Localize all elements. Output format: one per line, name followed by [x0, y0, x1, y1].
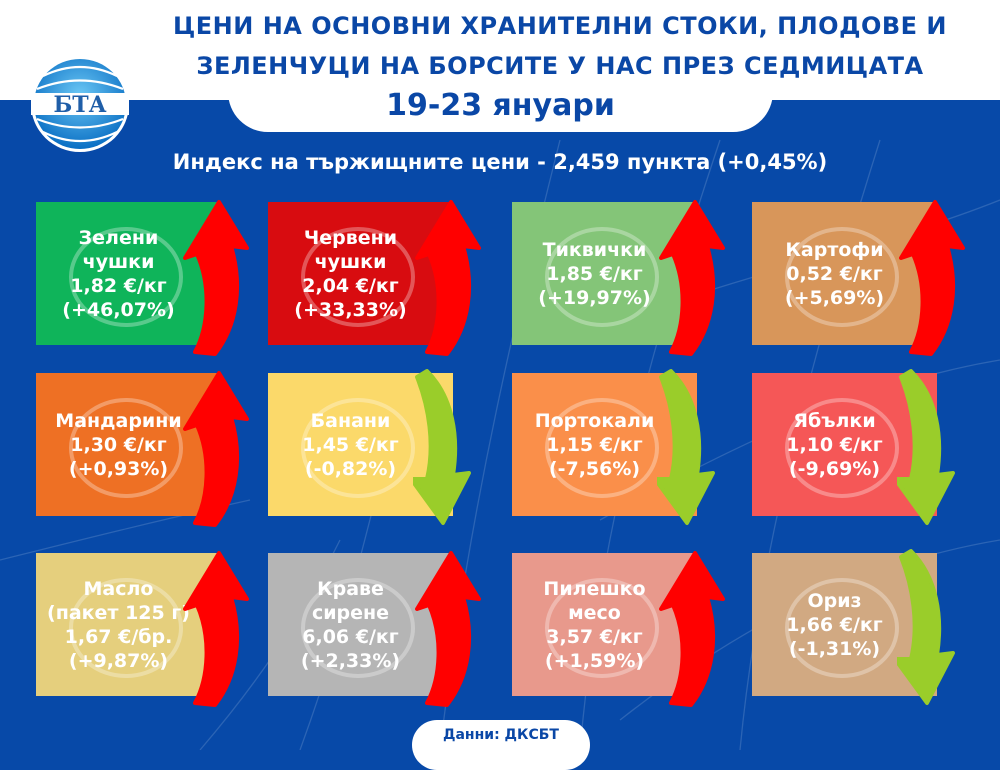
tile-background [512, 202, 697, 345]
zucchini-icon [545, 227, 659, 327]
price-tile-1: Зелени чушки 1,82 €/кг (+46,07%) [36, 200, 249, 356]
product-change: (+2,33%) [300, 649, 401, 672]
product-change: (-7,56%) [548, 457, 641, 480]
product-price: 2,04 €/кг [302, 274, 399, 297]
arrow-down-icon [897, 369, 955, 525]
tile-background [752, 202, 937, 345]
product-name-line1: Зелени [78, 226, 159, 249]
product-price: 6,06 €/кг [302, 625, 399, 648]
product-name-line2: чушки [82, 250, 155, 273]
product-name-line1: Пилешко [543, 577, 646, 600]
product-change: (+33,33%) [294, 298, 407, 321]
butter-icon [69, 578, 183, 678]
product-change: (+9,87%) [68, 649, 169, 672]
arrow-up-icon [183, 371, 249, 527]
product-name-line2: сирене [311, 601, 390, 624]
tile-background [36, 202, 221, 345]
arrow-up-icon [415, 200, 481, 356]
product-price: 1,45 €/кг [302, 433, 399, 456]
price-tile-10: Краве сирене 6,06 €/кг (+2,33%) [268, 551, 481, 707]
arrow-up-icon [183, 200, 249, 356]
chicken-icon [545, 578, 659, 678]
product-name-line1: Червени [303, 226, 398, 249]
arrow-up-icon [183, 551, 249, 707]
price-tile-11: Пилешко месо 3,57 €/кг (+1,59%) [512, 551, 725, 707]
product-name-line1: Тиквички [542, 238, 647, 261]
product-price: 1,15 €/кг [546, 433, 643, 456]
product-name-line2: (пакет 125 г) [47, 601, 190, 624]
product-name-line2: месо [568, 601, 621, 624]
product-change: (+5,69%) [784, 286, 885, 309]
arrow-down-icon [897, 549, 955, 705]
page-title-line2: ЗЕЛЕНЧУЦИ НА БОРСИТЕ У НАС ПРЕЗ СЕДМИЦАТ… [196, 52, 924, 80]
arrow-down-icon [657, 369, 715, 525]
product-change: (+46,07%) [62, 298, 175, 321]
product-name-line1: Портокали [534, 409, 655, 432]
product-change: (+1,59%) [544, 649, 645, 672]
product-change: (-9,69%) [788, 457, 881, 480]
arrow-down-icon [413, 369, 471, 525]
tile-background [36, 373, 221, 516]
banana-icon [301, 398, 415, 498]
price-tile-8: Ябълки 1,10 €/кг (-9,69%) [752, 369, 955, 525]
product-change: (-0,82%) [304, 457, 397, 480]
svg-text:БТА: БТА [53, 92, 106, 118]
pepper-icon [69, 227, 183, 327]
product-price: 1,30 €/кг [70, 433, 167, 456]
tile-background [268, 202, 453, 345]
price-tile-3: Тиквички 1,85 €/кг (+19,97%) [512, 200, 725, 356]
arrow-up-icon [415, 551, 481, 707]
product-name-line1: Масло [83, 577, 154, 600]
apple-icon [785, 398, 899, 498]
product-name-line1: Краве [317, 577, 384, 600]
tile-background [36, 553, 221, 696]
product-price: 1,82 €/кг [70, 274, 167, 297]
price-tile-7: Портокали 1,15 €/кг (-7,56%) [512, 369, 715, 525]
bta-logo-icon: БТА [31, 56, 129, 152]
cheese-icon [301, 578, 415, 678]
rice-icon [785, 578, 899, 678]
arrow-up-icon [659, 551, 725, 707]
header-date-tab [228, 60, 773, 132]
date-range: 19-23 януари [386, 88, 615, 123]
product-name-line1: Ориз [807, 589, 862, 612]
product-name-line1: Мандарини [55, 409, 182, 432]
potato-icon [785, 227, 899, 327]
product-change: (-1,31%) [788, 637, 881, 660]
product-name-line1: Ябълки [793, 409, 876, 432]
product-price: 3,57 €/кг [546, 625, 643, 648]
price-tile-5: Мандарини 1,30 €/кг (+0,93%) [36, 371, 249, 527]
product-name-line1: Картофи [785, 238, 884, 261]
data-source: Данни: ДКСБТ [443, 727, 559, 743]
price-tile-2: Червени чушки 2,04 €/кг (+33,33%) [268, 200, 481, 356]
price-tile-12: Ориз 1,66 €/кг (-1,31%) [752, 549, 955, 705]
tangerine-icon [69, 398, 183, 498]
product-price: 1,67 €/бр. [64, 625, 173, 648]
product-price: 1,66 €/кг [786, 613, 883, 636]
orange-icon [545, 398, 659, 498]
product-name-line1: Банани [310, 409, 391, 432]
price-tile-9: Масло (пакет 125 г) 1,67 €/бр. (+9,87%) [36, 551, 249, 707]
price-tile-4: Картофи 0,52 €/кг (+5,69%) [752, 200, 965, 356]
pepper-icon [301, 227, 415, 327]
product-change: (+19,97%) [538, 286, 651, 309]
page-title-line1: ЦЕНИ НА ОСНОВНИ ХРАНИТЕЛНИ СТОКИ, ПЛОДОВ… [173, 12, 947, 40]
arrow-up-icon [659, 200, 725, 356]
tile-background [512, 553, 697, 696]
price-tile-6: Банани 1,45 €/кг (-0,82%) [268, 369, 471, 525]
product-price: 1,10 €/кг [786, 433, 883, 456]
market-index: Индекс на тържищните цени - 2,459 пункта… [172, 150, 828, 174]
product-name-line2: чушки [314, 250, 387, 273]
arrow-up-icon [899, 200, 965, 356]
product-price: 0,52 €/кг [786, 262, 883, 285]
tile-background [268, 553, 453, 696]
product-change: (+0,93%) [68, 457, 169, 480]
product-price: 1,85 €/кг [546, 262, 643, 285]
